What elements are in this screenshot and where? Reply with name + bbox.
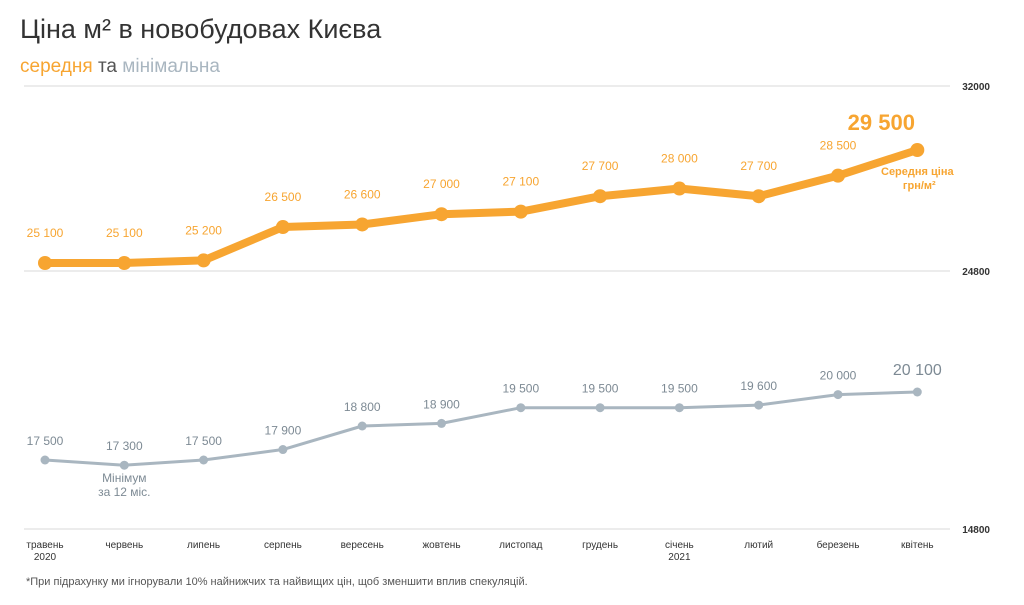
minimum-data-label: 19 500 <box>502 382 539 396</box>
average-series-unit: грн/м² <box>903 180 936 192</box>
y-tick-label: 14800 <box>962 525 990 536</box>
minimum-point <box>119 460 129 470</box>
minimum-point <box>357 421 367 431</box>
footnote: *При підрахунку ми ігнорували 10% найниж… <box>26 576 528 588</box>
minimum-point <box>199 455 209 465</box>
average-data-label: 26 500 <box>265 190 302 204</box>
minimum-annotation: Мінімум <box>102 471 146 485</box>
y-tick-label: 24800 <box>962 267 990 278</box>
x-tick-label: вересень <box>341 540 384 551</box>
minimum-data-label: 20 000 <box>820 369 857 383</box>
x-tick-year-label: 2020 <box>34 552 57 563</box>
minimum-point <box>40 455 50 465</box>
average-point <box>751 189 766 204</box>
average-data-label: 28 000 <box>661 152 698 166</box>
average-point <box>275 220 290 235</box>
minimum-point <box>595 403 605 413</box>
minimum-point <box>437 418 446 428</box>
average-data-label: 25 200 <box>185 223 222 237</box>
x-tick-label: листопад <box>499 540 542 551</box>
minimum-data-label: 19 500 <box>661 382 698 396</box>
x-tick-label: травень <box>26 540 63 551</box>
subtitle-average: середня <box>20 56 93 77</box>
average-point <box>38 256 52 270</box>
x-tick-label: жовтень <box>422 540 460 551</box>
average-data-label: 25 100 <box>27 226 64 240</box>
x-tick-label: березень <box>817 539 860 551</box>
chart-subtitle: середня та мінімальна <box>20 56 220 78</box>
x-tick-label: грудень <box>582 540 618 551</box>
subtitle-and: та <box>97 56 117 77</box>
average-point <box>196 253 211 268</box>
average-data-label: 27 100 <box>502 175 539 189</box>
y-tick-label: 32000 <box>962 82 990 93</box>
average-series-line <box>41 146 922 267</box>
average-point <box>910 143 925 157</box>
x-tick-label: червень <box>105 540 143 551</box>
minimum-data-label: 17 500 <box>27 434 64 448</box>
x-tick-label: липень <box>187 540 220 551</box>
x-tick-label: лютий <box>744 540 773 551</box>
average-point <box>117 256 132 270</box>
subtitle-minimum: мінімальна <box>122 56 220 77</box>
minimum-annotation-period: за 12 міс. <box>98 485 150 499</box>
average-last-data-label: 29 500 <box>848 110 915 135</box>
minimum-point <box>516 403 526 413</box>
average-data-label: 28 500 <box>820 139 857 153</box>
minimum-data-label: 17 900 <box>265 424 302 438</box>
average-point <box>355 217 370 232</box>
minimum-data-label: 17 500 <box>185 434 222 448</box>
minimum-data-label: 17 300 <box>106 439 143 453</box>
minimum-series-line <box>43 390 919 467</box>
average-data-label: 27 700 <box>582 159 619 173</box>
x-tick-label: серпень <box>264 540 302 551</box>
average-data-label: 26 600 <box>344 187 381 201</box>
average-point <box>831 168 845 183</box>
page-title: Ціна м² в новобудовах Києва <box>20 14 382 44</box>
average-point <box>434 207 449 222</box>
x-tick-label: січень <box>665 540 694 551</box>
x-tick-label: квітень <box>901 540 934 551</box>
minimum-point <box>278 445 288 455</box>
minimum-data-label: 18 900 <box>423 397 460 411</box>
average-data-label: 27 000 <box>423 177 460 191</box>
minimum-point <box>912 387 922 397</box>
average-point <box>593 189 608 204</box>
x-tick-year-label: 2021 <box>668 552 691 563</box>
minimum-point <box>754 400 764 410</box>
minimum-point <box>833 390 843 400</box>
average-data-label: 25 100 <box>106 226 143 240</box>
average-point <box>672 181 687 196</box>
minimum-data-label: 19 500 <box>582 382 619 396</box>
minimum-point <box>674 403 684 413</box>
average-data-label: 27 700 <box>740 159 777 173</box>
minimum-data-label: 18 800 <box>344 400 381 414</box>
minimum-last-data-label: 20 100 <box>893 362 942 379</box>
average-series-note: Середня ціна <box>881 166 954 178</box>
minimum-data-label: 19 600 <box>740 379 777 393</box>
average-point <box>513 204 528 219</box>
